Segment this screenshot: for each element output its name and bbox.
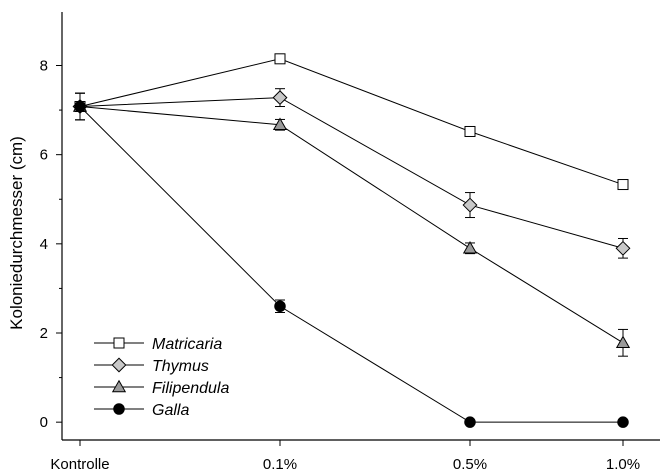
y-tick-label: 0 xyxy=(40,414,48,431)
data-point-filipendula xyxy=(462,241,478,254)
y-tick-label: 4 xyxy=(40,236,48,253)
legend-marker-thymus xyxy=(111,357,127,373)
data-point-galla xyxy=(74,100,86,113)
data-point-filipendula xyxy=(272,117,288,130)
legend-item-thymus: Thymus xyxy=(94,357,209,375)
legend-marker-galla xyxy=(113,403,125,415)
data-point-matricaria xyxy=(464,125,476,137)
data-point-galla xyxy=(464,416,476,428)
data-point-thymus xyxy=(462,197,478,213)
legend-item-matricaria: Matricaria xyxy=(94,336,222,353)
series-layer xyxy=(72,53,631,428)
legend-label-thymus: Thymus xyxy=(152,358,209,375)
series-line-matricaria xyxy=(79,58,624,186)
data-point-galla xyxy=(274,300,286,312)
y-tick-label: 8 xyxy=(40,58,48,75)
series-thymus xyxy=(72,88,631,259)
series-line-filipendula xyxy=(79,106,624,344)
legend-item-galla: Galla xyxy=(94,402,189,419)
x-tick-label: 0.5% xyxy=(453,456,487,473)
legend-label-galla: Galla xyxy=(152,402,189,419)
legend-marker-matricaria xyxy=(113,337,125,349)
y-axis-label: Koloniedurchmesser (cm) xyxy=(7,136,26,330)
legend-item-filipendula: Filipendula xyxy=(94,379,229,397)
series-line-galla xyxy=(79,106,623,423)
y-tick-label: 2 xyxy=(40,325,48,342)
series-filipendula xyxy=(72,92,631,357)
x-tick-label: 0.1% xyxy=(263,456,297,473)
data-point-filipendula xyxy=(615,335,631,348)
x-tick-label: Kontrolle xyxy=(50,456,109,473)
legend-marker-filipendula xyxy=(111,379,127,393)
series-galla xyxy=(74,92,629,428)
series-matricaria xyxy=(74,53,629,191)
data-point-thymus xyxy=(615,240,631,256)
legend: Matricaria Thymus Filipendula Galla xyxy=(94,336,229,419)
data-point-thymus xyxy=(272,90,288,106)
series-line-thymus xyxy=(79,97,624,249)
data-point-matricaria xyxy=(274,53,286,65)
x-tick-label: 1.0% xyxy=(606,456,640,473)
legend-label-filipendula: Filipendula xyxy=(152,380,229,397)
axes: 0 2 4 6 8 Kontrolle 0.1% 0.5% 1.0% xyxy=(40,12,660,473)
legend-label-matricaria: Matricaria xyxy=(152,336,222,353)
data-point-galla xyxy=(617,416,629,428)
y-tick-label: 6 xyxy=(40,147,48,164)
data-point-matricaria xyxy=(617,179,629,191)
